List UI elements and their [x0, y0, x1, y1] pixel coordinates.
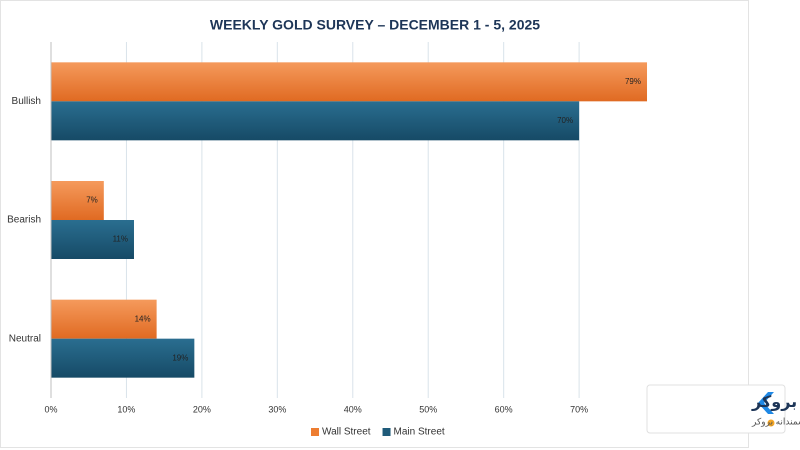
value-label: 14% — [135, 314, 151, 323]
value-label: 11% — [113, 235, 128, 244]
logo-dot — [767, 419, 775, 427]
value-label: 79% — [625, 77, 641, 86]
bar — [51, 101, 580, 141]
legend-label: Wall Street — [322, 427, 371, 438]
legend-label: Main Street — [394, 427, 445, 438]
chart-title: WEEKLY GOLD SURVEY – DECEMBER 1 - 5, 202… — [210, 17, 540, 33]
value-label: 70% — [557, 116, 573, 125]
value-label: 19% — [172, 353, 188, 362]
y-tick-label: Bullish — [12, 96, 41, 107]
x-tick-label: 0% — [44, 404, 57, 414]
logo-subtitle: انتخاب هوشمندانه بروکر — [751, 416, 800, 426]
x-tick-label: 30% — [268, 404, 286, 414]
x-tick-label: 60% — [495, 404, 513, 414]
logo-icon — [758, 392, 774, 414]
bar — [51, 338, 195, 378]
x-tick-label: 20% — [193, 404, 211, 414]
logo-text: کدام بروکر — [751, 394, 800, 411]
bar — [51, 62, 648, 102]
legend-swatch — [311, 428, 319, 436]
logo: کدام بروکر انتخاب هوشمندانه بروکر — [646, 384, 800, 434]
bar — [51, 220, 134, 259]
x-tick-label: 70% — [570, 404, 588, 414]
logo-box — [646, 384, 786, 434]
y-tick-label: Bearish — [7, 215, 41, 226]
bar — [51, 299, 157, 339]
bar — [51, 181, 104, 220]
x-tick-label: 10% — [117, 404, 135, 414]
y-tick-label: Neutral — [9, 333, 41, 344]
value-label: 7% — [86, 196, 98, 205]
x-tick-label: 50% — [419, 404, 437, 414]
x-tick-label: 40% — [344, 404, 362, 414]
legend-swatch — [382, 428, 391, 436]
